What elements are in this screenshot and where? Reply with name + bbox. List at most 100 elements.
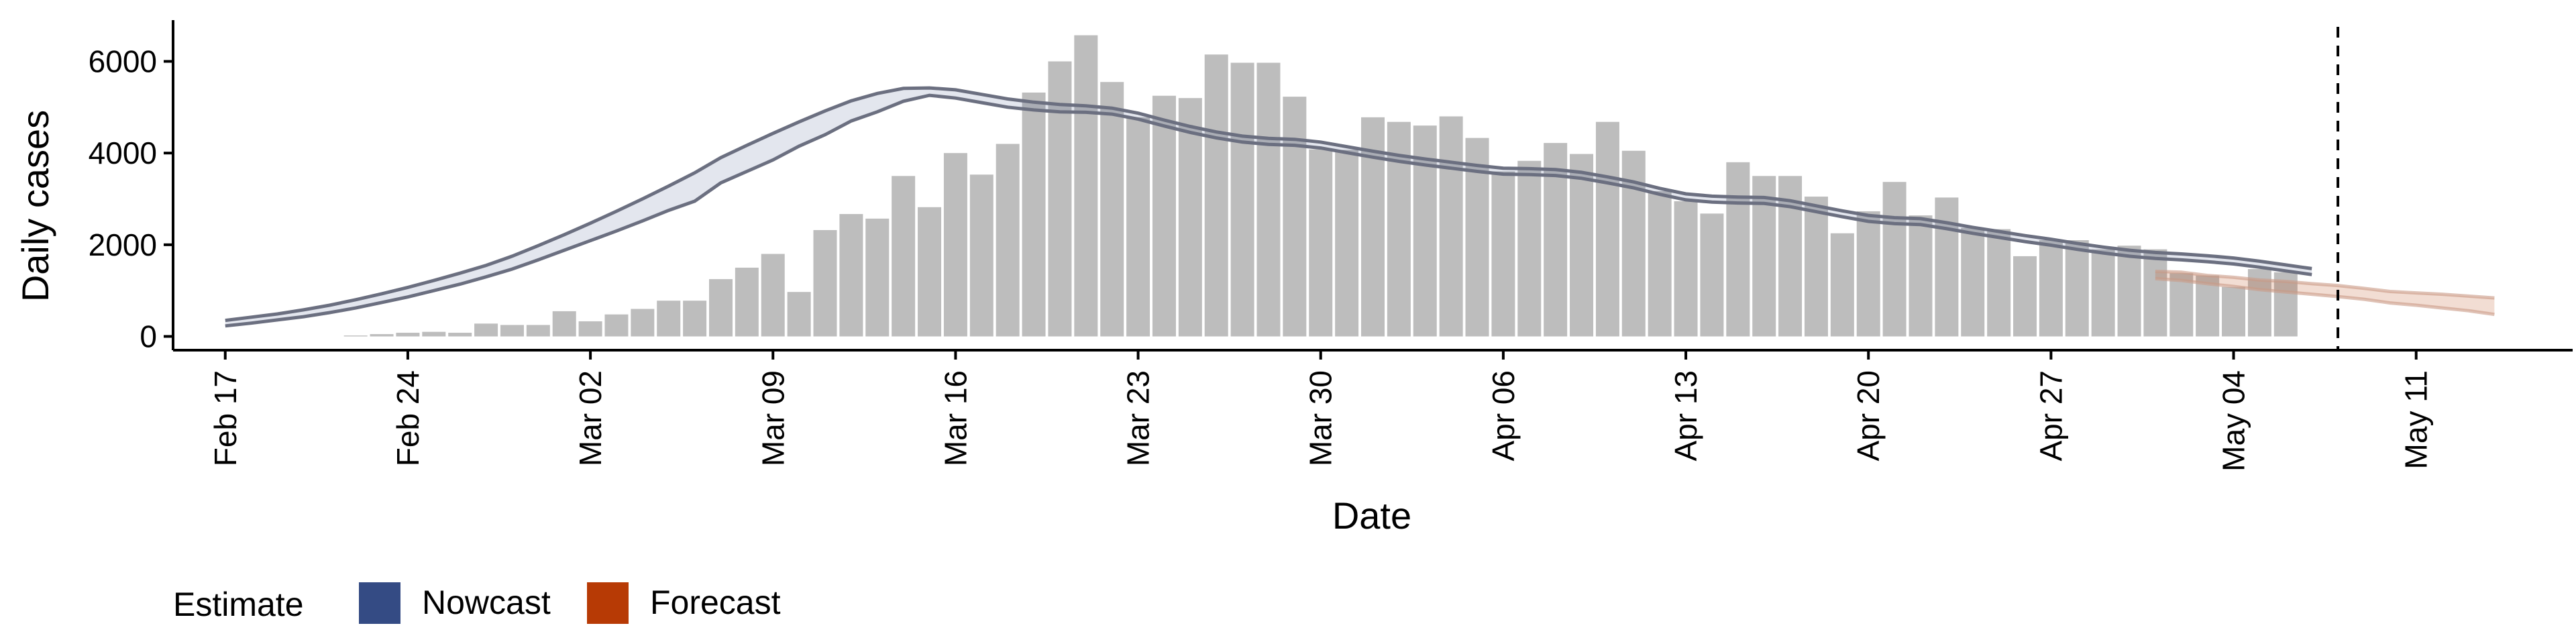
y-tick-label: 6000 xyxy=(89,44,157,79)
case-bar xyxy=(943,153,967,337)
case-bar xyxy=(683,301,707,337)
x-tick-label: Mar 09 xyxy=(755,370,790,466)
lines-layer xyxy=(225,86,2495,328)
case-bar xyxy=(396,333,420,337)
x-tick-label: Mar 23 xyxy=(1121,370,1156,466)
case-bar xyxy=(1283,97,1307,337)
case-bar xyxy=(1048,61,1072,337)
case-bar xyxy=(1621,150,1646,337)
case-bar xyxy=(422,331,446,337)
case-bar xyxy=(1074,35,1098,337)
case-bar xyxy=(1439,116,1463,337)
case-bar xyxy=(578,321,602,337)
case-bar xyxy=(1204,54,1228,337)
case-bar xyxy=(1909,215,1933,337)
case-bar xyxy=(474,323,498,337)
nowcast-legend-label: Nowcast xyxy=(422,584,551,621)
x-tick-label: Feb 17 xyxy=(208,370,243,466)
case-bar xyxy=(1856,211,1880,337)
case-bar xyxy=(448,333,472,337)
x-tick-label: May 04 xyxy=(2216,370,2251,472)
case-bar xyxy=(526,325,550,337)
case-bar xyxy=(735,268,759,337)
x-tick-label: Feb 24 xyxy=(390,370,425,466)
case-bar xyxy=(1178,98,1202,337)
nowcast-band xyxy=(225,88,2312,326)
case-bar xyxy=(2143,249,2167,337)
case-bar xyxy=(1256,62,1281,337)
x-tick-label: May 11 xyxy=(2399,370,2434,469)
case-bar xyxy=(2222,286,2246,337)
y-tick-label: 0 xyxy=(140,319,157,354)
case-bar xyxy=(1230,62,1254,337)
forecast-legend-label: Forecast xyxy=(650,584,781,621)
case-bar xyxy=(1100,82,1124,337)
case-bar xyxy=(2013,256,2037,337)
case-bar xyxy=(1335,150,1359,337)
case-bar xyxy=(787,292,811,337)
case-bar xyxy=(839,214,863,337)
nowcast-legend-swatch xyxy=(359,582,400,624)
forecast-lower-line xyxy=(2155,276,2495,317)
case-bar xyxy=(708,279,733,337)
case-bar xyxy=(1882,182,1907,337)
x-tick-label: Apr 13 xyxy=(1668,370,1703,462)
forecast-legend-swatch xyxy=(587,582,629,624)
nowcast-upper-line xyxy=(225,86,2312,323)
case-bar xyxy=(657,301,681,337)
case-bar xyxy=(500,325,524,337)
legend: Estimate Nowcast Forecast xyxy=(173,582,781,624)
case-bar xyxy=(892,176,916,337)
case-bar xyxy=(761,254,785,337)
case-bar xyxy=(969,174,994,337)
x-tick-label: Mar 16 xyxy=(938,370,973,466)
x-axis-title: Date xyxy=(1332,494,1411,537)
case-bar xyxy=(1517,160,1542,337)
forecast-upper-line xyxy=(2155,270,2495,300)
x-ticks: Feb 17 Feb 24 Mar 02 Mar 09 Mar 16 Mar 23 Mar … xyxy=(208,350,2434,472)
case-bar xyxy=(2169,273,2194,337)
case-bar xyxy=(1570,154,1594,337)
case-bar xyxy=(1935,197,1959,337)
case-bar xyxy=(996,144,1020,337)
case-bar xyxy=(1126,117,1150,337)
case-bar xyxy=(1700,213,1724,337)
case-bar xyxy=(2091,249,2115,337)
case-bar xyxy=(1022,92,1046,337)
case-bar xyxy=(1726,162,1750,337)
case-bar xyxy=(918,207,942,337)
x-tick-label: Mar 02 xyxy=(573,370,608,466)
case-bar xyxy=(1987,229,2011,337)
y-tick-label: 2000 xyxy=(89,227,157,262)
legend-items: Nowcast Forecast xyxy=(359,582,781,624)
case-bar xyxy=(1595,121,1619,337)
case-bar xyxy=(2117,246,2141,337)
case-bar xyxy=(1152,95,1176,337)
case-bar xyxy=(2039,240,2063,337)
y-ticks: 0 2000 4000 6000 xyxy=(89,44,173,354)
case-bar xyxy=(865,218,890,337)
bars-layer xyxy=(343,35,2298,337)
case-bar xyxy=(2065,240,2089,337)
case-bar xyxy=(1648,191,1672,337)
case-bar xyxy=(604,314,629,337)
case-bar xyxy=(343,335,368,337)
y-axis-title: Daily cases xyxy=(14,110,56,302)
case-bar xyxy=(631,309,655,337)
nowcast-lower-line xyxy=(225,93,2312,328)
case-bar xyxy=(552,311,576,337)
y-tick-label: 4000 xyxy=(89,136,157,170)
case-bar xyxy=(1804,197,1828,337)
case-bar xyxy=(370,334,394,337)
x-tick-label: Apr 20 xyxy=(1851,370,1886,462)
x-tick-label: Apr 27 xyxy=(2033,370,2068,462)
case-bar xyxy=(1830,233,1854,337)
case-bar xyxy=(1674,201,1698,337)
x-tick-label: Mar 30 xyxy=(1303,370,1338,466)
case-bar xyxy=(1309,149,1333,337)
case-bar xyxy=(813,229,837,337)
case-bar xyxy=(1491,171,1515,337)
x-tick-label: Apr 06 xyxy=(1486,370,1521,462)
case-bar xyxy=(1961,227,1985,337)
